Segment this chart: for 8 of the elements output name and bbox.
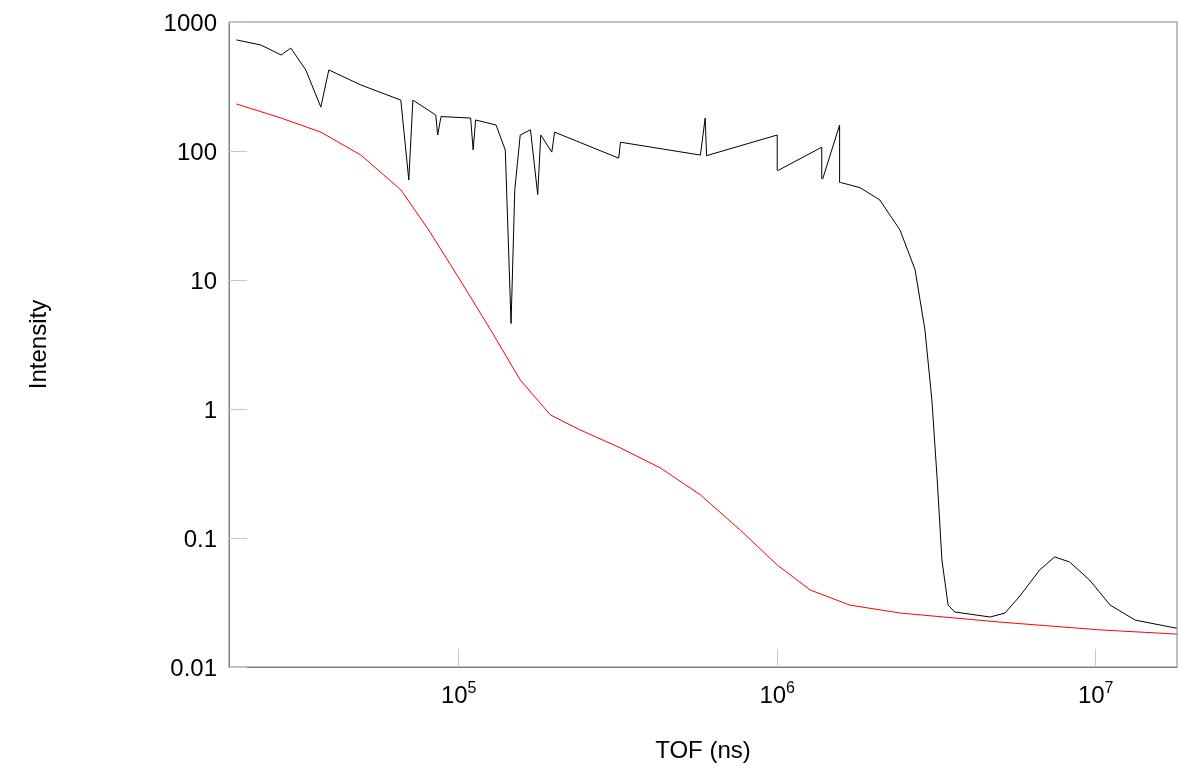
- y-tick-label: 0.01: [170, 653, 217, 681]
- y-tick-label: 1000: [163, 8, 217, 36]
- y-tick-label: 10: [190, 266, 217, 294]
- x-axis-title: TOF (ns): [655, 735, 751, 763]
- y-tick-label: 0.1: [183, 524, 217, 552]
- y-tick-label: 100: [176, 137, 217, 165]
- y-axis-title: Intensity: [23, 299, 51, 390]
- y-tick-label: 1: [203, 395, 217, 423]
